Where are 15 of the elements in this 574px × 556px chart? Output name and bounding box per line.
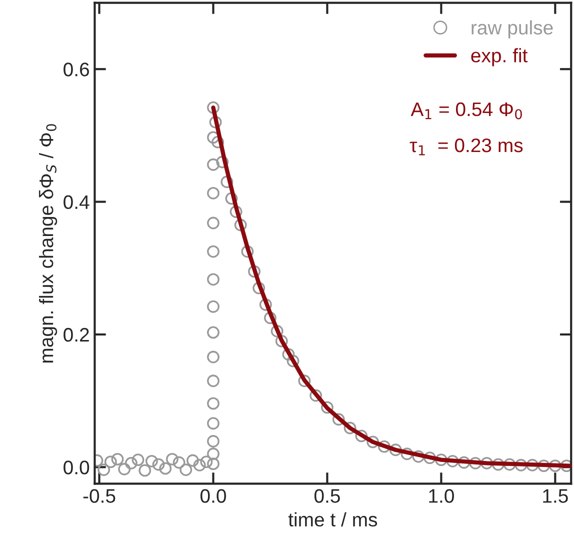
- x-tick-label: 0.5: [314, 489, 340, 503]
- y-tick-label: 0.0: [64, 460, 90, 474]
- x-tick-label: 0.0: [200, 489, 226, 503]
- x-axis-title: time t / ms: [288, 512, 378, 527]
- y-axis-title: magn. flux change δΦ$_{S}$ / Φ$_{0}$: [38, 124, 58, 363]
- x-tick-label: 1.5: [543, 489, 568, 503]
- annotation: τ$_{1}$ = 0.23 ms: [410, 138, 523, 156]
- x-tick-label: -0.5: [83, 489, 116, 503]
- x-tick-label: 1.0: [429, 489, 454, 503]
- y-tick-label: 0.6: [64, 62, 89, 76]
- y-tick-label: 0.4: [64, 195, 90, 210]
- y-tick-label: 0.2: [64, 328, 89, 342]
- annotation: A$_{1}$ = 0.54 Φ$_{0}$: [410, 102, 522, 120]
- legend-label: raw pulse: [472, 20, 553, 38]
- legend-label: exp. fit: [471, 48, 528, 66]
